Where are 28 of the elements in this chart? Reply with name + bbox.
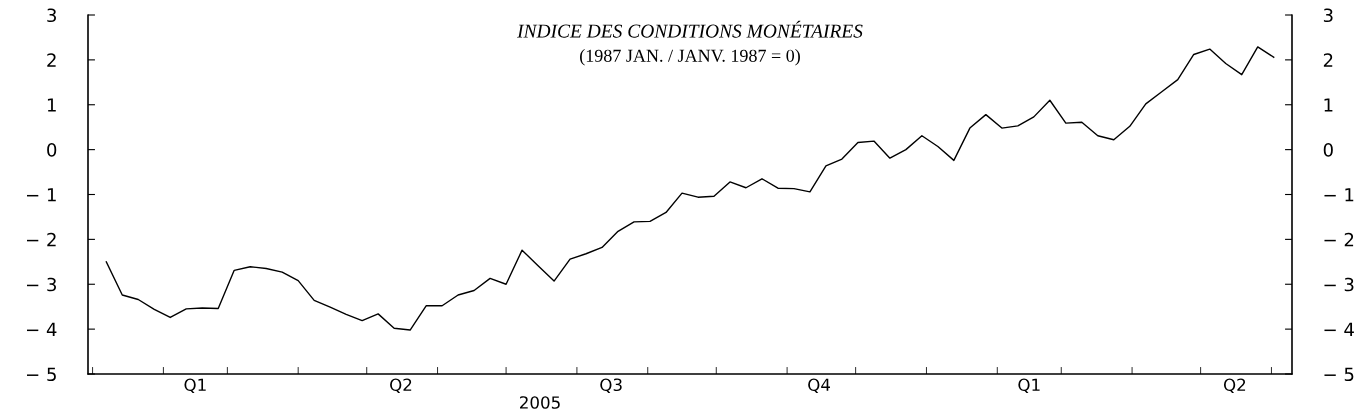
y2-tick-label: 0	[1323, 143, 1333, 157]
x-tick-label: Q1	[1018, 378, 1040, 393]
y2-tick-label: − 2	[1324, 232, 1354, 247]
y2-tick-label: − 4	[1324, 322, 1354, 336]
y-tick-label: 3	[47, 8, 56, 23]
x-tick-label: Q2	[390, 378, 412, 393]
y2-tick-label: − 1	[1324, 188, 1354, 202]
y-tick-label: 1	[47, 98, 56, 112]
y2-tick-label: 1	[1324, 98, 1333, 112]
y2-tick-label: 2	[1323, 53, 1333, 67]
y-tick-label: 0	[47, 143, 57, 157]
x-tick-label: Q3	[600, 378, 622, 393]
y-tick-label: − 4	[27, 322, 57, 336]
y-tick-label: − 2	[27, 232, 56, 247]
line-series	[105, 46, 1275, 331]
y2-tick-label: − 3	[1324, 277, 1354, 292]
text: 2005	[520, 396, 560, 409]
y-tick-label: − 5	[27, 367, 56, 382]
y2-tick-label: 3	[1323, 8, 1333, 23]
text: (1987 JAN. / JANV. 1987 = 0)	[580, 49, 800, 66]
chart-title: INDICE DES CONDITIONS MONÉTAIRES	[517, 20, 863, 38]
x-tick-label: Q4	[808, 378, 831, 393]
y-tick-label: − 3	[27, 277, 56, 292]
y-tick-label: − 1	[27, 188, 56, 202]
x-tick-label: Q2	[1223, 378, 1246, 393]
y-tick-label: 2	[47, 53, 56, 67]
y2-tick-label: − 5	[1324, 367, 1354, 382]
x-tick-label: Q1	[184, 378, 206, 393]
